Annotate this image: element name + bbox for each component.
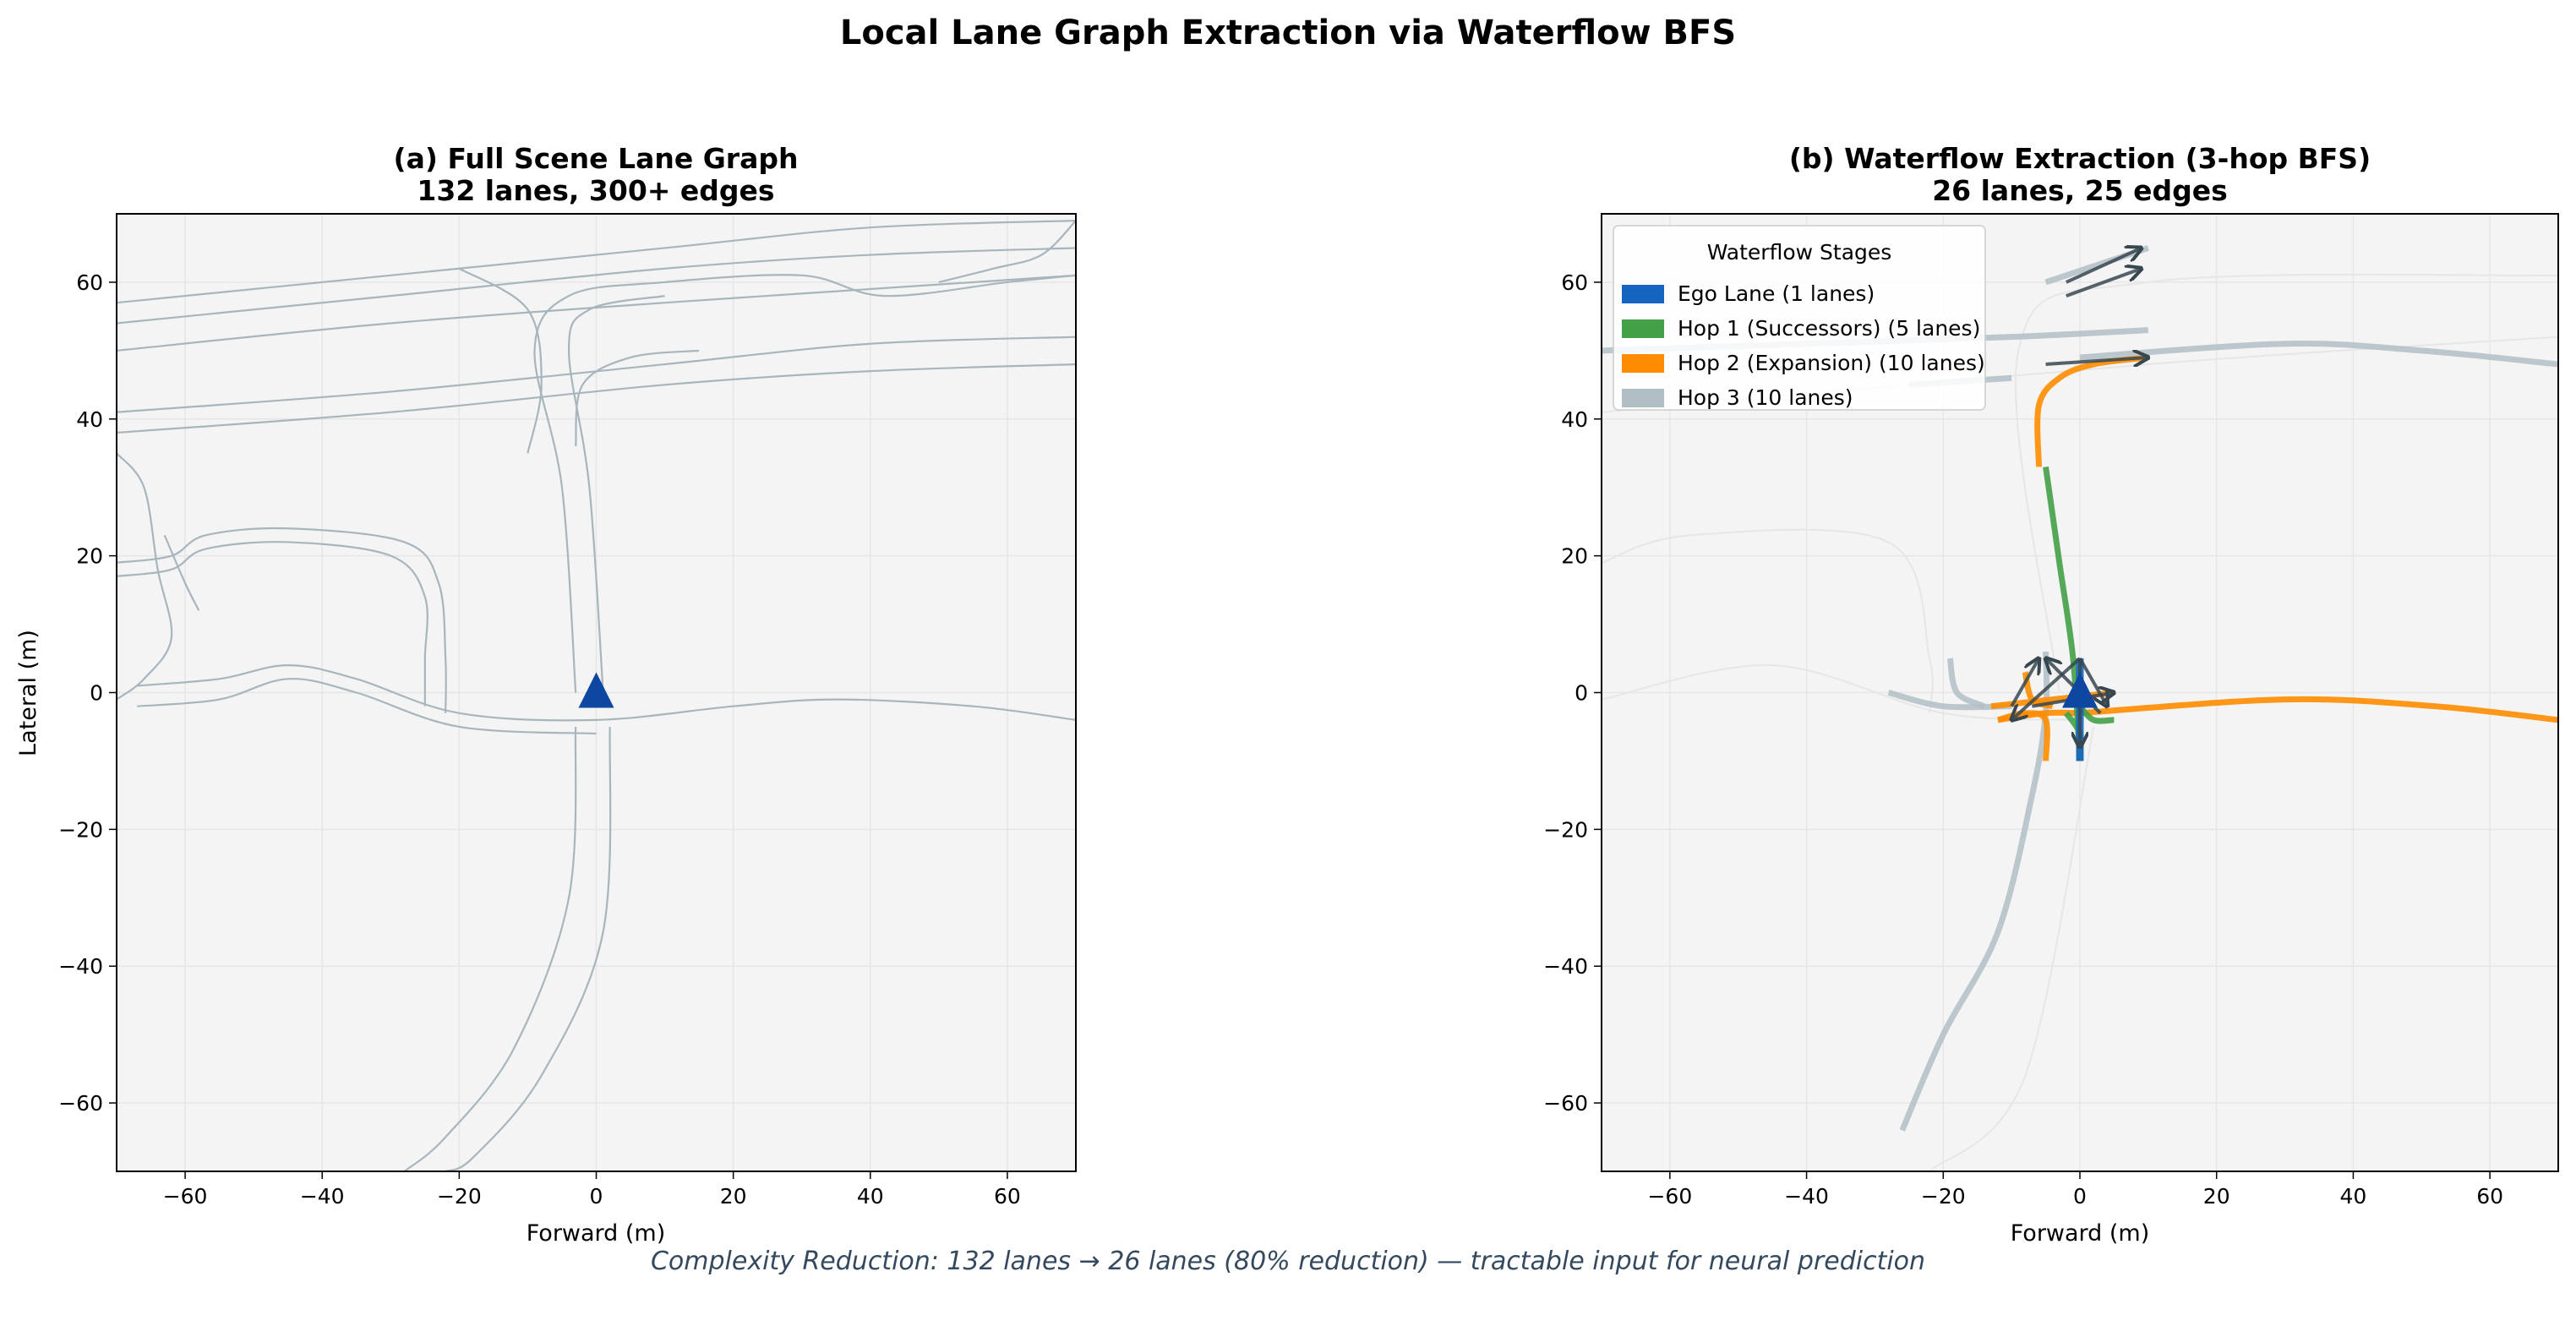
panel-a: (a) Full Scene Lane Graph 132 lanes, 300… [15,142,1077,1247]
lane-hop3 [1946,658,1986,709]
panel-a-title-line2: 132 lanes, 300+ edges [417,174,774,207]
legend-label: Hop 1 (Successors) (5 lanes) [1678,316,1980,341]
x-tick-label: 40 [857,1184,884,1209]
legend-swatch-hop1 [1622,319,1664,338]
background-lane [1602,528,1934,713]
y-tick-label: −40 [1543,954,1588,979]
lane-line [117,336,1076,413]
lane-hop3 [2079,341,2558,368]
y-tick-label: 60 [1561,270,1588,295]
x-tick-label: 0 [590,1184,603,1209]
panel-b-xlabel: Forward (m) [2011,1220,2150,1247]
legend-label: Hop 3 (10 lanes) [1678,385,1853,410]
x-tick-label: 60 [2476,1184,2503,1209]
lane-line [117,274,1076,352]
x-tick-label: −40 [1784,1184,1829,1209]
lane-line [117,247,1076,325]
legend-label: Hop 2 (Expansion) (10 lanes) [1678,351,1985,375]
background-lane [1929,726,2095,1171]
y-tick-label: −60 [1543,1091,1588,1116]
legend-swatch-ego [1622,285,1664,303]
ego-marker [578,672,614,708]
y-tick-label: 0 [1575,681,1588,706]
edge-arrow [2045,357,2148,364]
axes-frame [1601,213,2559,1172]
figure-caption: Complexity Reduction: 132 lanes → 26 lan… [651,1247,1925,1276]
y-tick-label: −20 [1543,817,1588,842]
x-tick-label: −60 [163,1184,208,1209]
y-tick-label: 0 [90,681,103,706]
lane-line [137,678,597,735]
lane-line [117,452,173,701]
lane-line [163,534,200,611]
legend-swatch-hop2 [1622,354,1664,373]
legend-label: Ego Lane (1 lanes) [1678,281,1875,306]
x-tick-label: −60 [1647,1184,1692,1209]
lane-line [445,726,612,1171]
panel-b-title-line2: 26 lanes, 25 edges [1932,174,2228,207]
axes-0: −60 −40 −20 0 20 40 60 −60 −40 −20 0 20 40 60 [58,213,1077,1209]
x-tick-label: 40 [2340,1184,2367,1209]
y-tick-label: 20 [1561,544,1588,569]
y-tick-label: 60 [76,270,103,295]
lane-line [403,726,577,1171]
panel-a-title-line1: (a) Full Scene Lane Graph [394,142,799,175]
x-tick-label: 20 [720,1184,747,1209]
y-tick-label: −20 [58,817,103,842]
lane-line [575,349,700,447]
lane-line [458,267,543,454]
panel-b-title-line1: (b) Waterflow Extraction (3-hop BFS) [1789,142,2371,175]
panel-a-xlabel: Forward (m) [527,1220,666,1247]
legend-title: Waterflow Stages [1707,240,1892,265]
lanes [117,219,1076,1171]
x-tick-label: 0 [2073,1184,2087,1209]
axes-frame [116,213,1077,1172]
lane-line [117,219,1076,304]
background-lane [2014,273,2558,693]
legend-swatch-hop3 [1622,389,1664,407]
edge-arrow [2066,248,2142,284]
y-tick-label: 40 [76,407,103,432]
axes-1: −60 −40 −20 0 20 40 60 −60 −40 −20 0 20 40 60 Waterflo… [1543,213,2559,1209]
ego-marker [2062,672,2098,708]
x-tick-label: −40 [300,1184,345,1209]
figure-title: Local Lane Graph Extraction via Waterflo… [840,14,1736,52]
edge-arrow [2011,657,2082,720]
lane-line [938,220,1076,283]
y-tick-label: 20 [76,544,103,569]
panel-b: (b) Waterflow Extraction (3-hop BFS) 26 … [1543,142,2559,1247]
lane-line [117,527,447,713]
legend: Waterflow Stages Ego Lane (1 lanes) Hop 1 … [1613,225,1986,411]
edge-arrow [2010,658,2038,707]
lanes [1602,248,2558,1171]
lane-line [117,541,428,707]
y-tick-label: 40 [1561,407,1588,432]
lane-line [533,274,1076,693]
legend-box [1613,225,1986,411]
lane-line [567,295,665,693]
x-tick-label: −20 [437,1184,482,1209]
edge-arrow [2066,269,2142,297]
x-tick-label: 60 [994,1184,1021,1209]
y-tick-label: −60 [58,1091,103,1116]
lane-hop2 [2079,696,2558,723]
y-tick-label: −40 [58,954,103,979]
x-tick-label: −20 [1921,1184,1966,1209]
panel-a-ylabel: Lateral (m) [15,630,41,756]
lane-line [117,363,1076,434]
lane-line [137,664,1076,722]
x-tick-label: 20 [2203,1184,2230,1209]
